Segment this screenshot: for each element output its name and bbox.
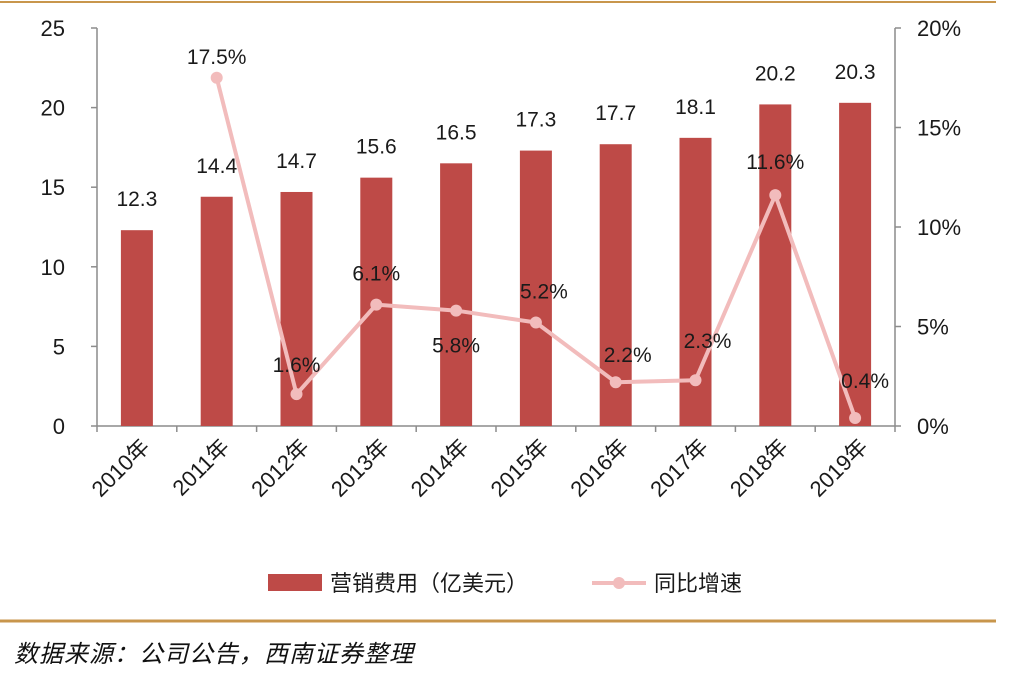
bar <box>440 163 473 426</box>
right-tick-label: 10% <box>917 215 961 240</box>
bar-value-label: 18.1 <box>675 96 716 119</box>
bar-value-label: 20.3 <box>835 61 876 84</box>
legend-line-label: 同比增速 <box>654 572 742 597</box>
x-tick-label: 2019年 <box>805 434 873 502</box>
growth-value-label: 1.6% <box>273 354 321 377</box>
growth-value-label: 0.4% <box>841 370 889 393</box>
growth-value-label: 5.2% <box>520 281 568 304</box>
line-series <box>210 71 862 425</box>
growth-value-label: 6.1% <box>352 263 400 286</box>
bar <box>200 196 233 426</box>
growth-value-label: 2.2% <box>604 344 652 367</box>
x-tick-label: 2016年 <box>565 434 633 502</box>
left-tick-label: 5 <box>53 334 65 359</box>
source-note: 数据来源：公司公告，西南证券整理 <box>14 640 414 668</box>
legend: 营销费用（亿美元） 同比增速 <box>268 572 742 597</box>
bar-value-label: 17.7 <box>595 102 636 125</box>
bar-value-label: 15.6 <box>356 136 397 159</box>
growth-point <box>769 189 782 202</box>
growth-value-label: 17.5% <box>187 46 247 69</box>
x-tick-label: 2014年 <box>406 434 474 502</box>
left-tick-label: 25 <box>41 16 65 41</box>
right-tick-label: 5% <box>917 315 949 340</box>
bar <box>759 104 792 426</box>
growth-point <box>450 304 463 317</box>
growth-point <box>689 374 702 387</box>
left-tick-label: 0 <box>53 414 65 439</box>
x-tick-label: 2011年 <box>168 434 235 501</box>
bar-value-label: 14.7 <box>276 150 317 173</box>
growth-value-label: 2.3% <box>684 330 732 353</box>
x-tick-label: 2010年 <box>87 434 155 502</box>
bar-value-label: 12.3 <box>116 188 157 211</box>
right-tick-label: 0% <box>917 414 949 439</box>
x-tick-label: 2018年 <box>725 434 793 502</box>
bar-value-label: 16.5 <box>436 121 477 144</box>
growth-point <box>210 71 223 84</box>
x-tick-label: 2017年 <box>645 434 713 502</box>
x-tick-label: 2012年 <box>246 434 314 502</box>
right-tick-label: 15% <box>917 116 961 141</box>
legend-bar-swatch <box>268 574 322 591</box>
bar <box>120 230 153 426</box>
growth-value-label: 5.8% <box>432 335 480 358</box>
bar-value-label: 14.4 <box>196 155 237 178</box>
growth-point <box>529 316 542 329</box>
bar <box>519 150 552 427</box>
left-tick-label: 20 <box>41 96 65 121</box>
growth-point <box>290 388 303 401</box>
left-tick-label: 10 <box>41 255 65 280</box>
x-tick-label: 2015年 <box>486 434 554 502</box>
left-tick-label: 15 <box>41 175 65 200</box>
growth-value-label: 11.6% <box>746 151 804 174</box>
bar-value-label: 17.3 <box>515 109 556 132</box>
growth-point <box>609 376 622 389</box>
data-labels: 12.3 14.4 14.7 15.6 16.5 17.3 17.7 18.1 20.2 20.3… <box>116 46 889 393</box>
growth-point <box>370 298 383 311</box>
growth-point <box>849 412 862 425</box>
right-tick-label: 20% <box>917 16 961 41</box>
bar-value-label: 20.2 <box>755 62 796 85</box>
bar <box>839 102 872 426</box>
legend-bar-label: 营销费用（亿美元） <box>330 572 528 597</box>
legend-line-marker <box>613 577 625 589</box>
x-tick-label: 2013年 <box>326 434 394 502</box>
